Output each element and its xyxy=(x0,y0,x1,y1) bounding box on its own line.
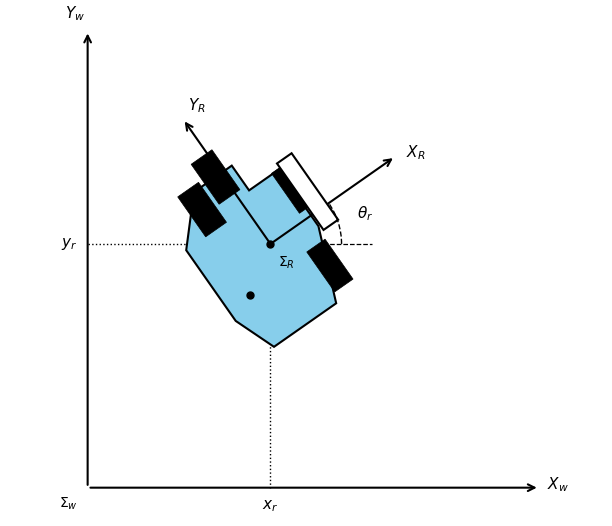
Text: $y_r$: $y_r$ xyxy=(61,236,78,252)
Text: $\theta_r$: $\theta_r$ xyxy=(357,205,373,224)
Text: $Y_w$: $Y_w$ xyxy=(65,4,85,23)
Polygon shape xyxy=(307,239,353,292)
Text: $\Sigma_R$: $\Sigma_R$ xyxy=(278,255,295,271)
Text: $x_r$: $x_r$ xyxy=(263,498,278,513)
Polygon shape xyxy=(191,150,240,204)
Text: $Y_R$: $Y_R$ xyxy=(188,96,206,115)
Text: $X_R$: $X_R$ xyxy=(406,143,426,162)
Polygon shape xyxy=(177,183,226,237)
Polygon shape xyxy=(186,166,336,347)
Polygon shape xyxy=(277,153,338,230)
Text: $X_w$: $X_w$ xyxy=(547,476,569,494)
Polygon shape xyxy=(272,161,316,214)
Text: $\Sigma_w$: $\Sigma_w$ xyxy=(59,495,78,512)
